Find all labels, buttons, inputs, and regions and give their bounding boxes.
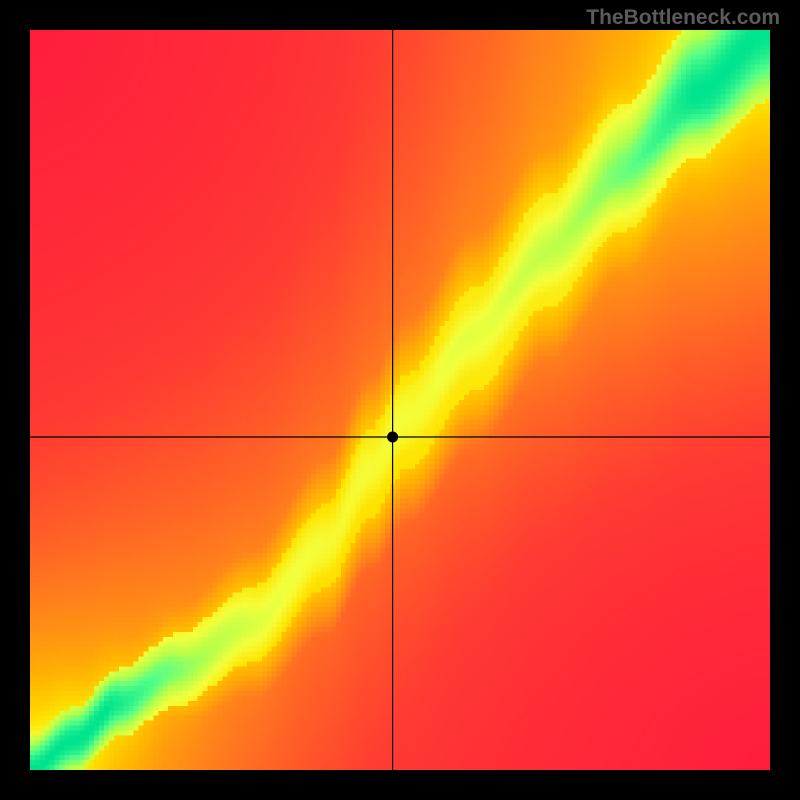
attribution-watermark: TheBottleneck.com — [586, 6, 780, 30]
bottleneck-heatmap-chart: TheBottleneck.com — [0, 0, 800, 800]
heatmap-canvas — [30, 30, 770, 770]
